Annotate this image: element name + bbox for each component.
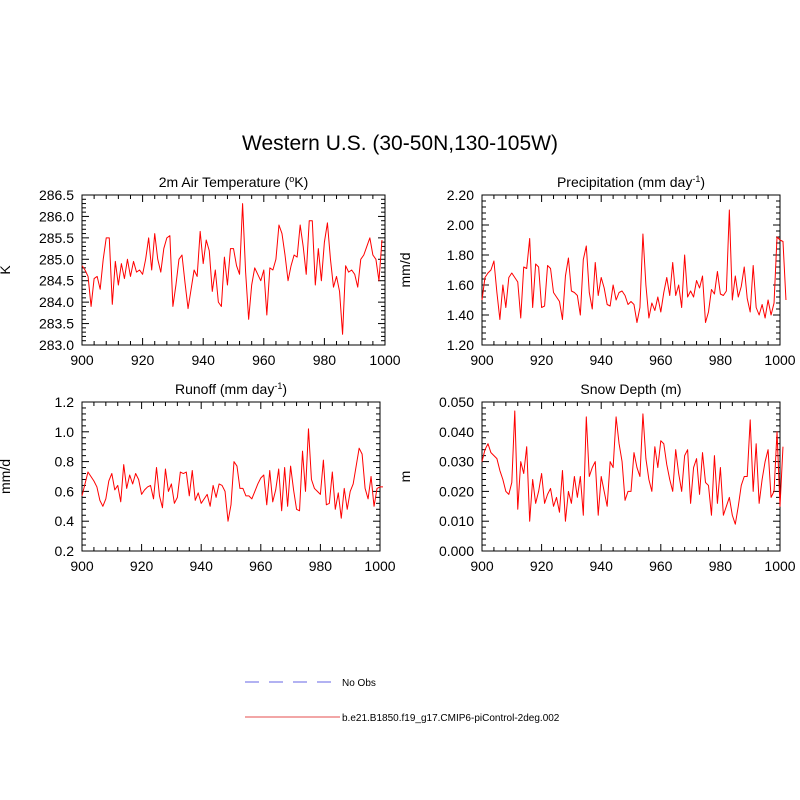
- legend-item-1: No Obs: [245, 678, 376, 689]
- y-tick-label: 0.4: [55, 513, 75, 529]
- y-tick-label: 286.0: [39, 208, 74, 224]
- y-axis-label: mm/d: [397, 253, 413, 288]
- y-tick-label: 1.2: [55, 394, 75, 410]
- y-axis-label: K: [0, 265, 13, 275]
- plot-frame: [481, 401, 781, 552]
- panel-title-suffix: K): [294, 174, 308, 190]
- y-tick-label: 283.5: [39, 316, 74, 332]
- x-tick-label: 920: [131, 352, 155, 368]
- x-tick-label: 900: [470, 352, 494, 368]
- plot-frame: [481, 194, 781, 346]
- x-tick-label: 940: [590, 352, 614, 368]
- panel-title-text: Precipitation (mm day: [557, 174, 692, 190]
- chart-panel-2: Precipitation (mm day-1) mm/d 900 920 940 960…: [397, 174, 796, 368]
- legend: No Obs b.e21.B1850.f19_g17.CMIP6-piContro…: [245, 678, 560, 724]
- y-tick-label: 1.20: [447, 337, 474, 353]
- y-tick-label: 284.5: [39, 273, 74, 289]
- y-tick-label: 2.00: [447, 217, 474, 233]
- y-tick-label: 283.0: [39, 337, 74, 353]
- x-tick-label: 960: [649, 558, 673, 574]
- panel-title-superscript: -1: [692, 174, 700, 184]
- chart-panel-4: Snow Depth (m) m 900 920 940 960 980 1000 0.000 0…: [397, 381, 796, 574]
- plot-frame: [81, 194, 386, 346]
- y-tick-label: 0.000: [439, 543, 474, 559]
- x-tick-label: 900: [470, 558, 494, 574]
- panel-title-suffix: ): [700, 174, 705, 190]
- series-line: [481, 410, 784, 525]
- panel-title: 2m Air Temperature (oK): [159, 174, 308, 190]
- y-tick-label: 0.6: [55, 483, 75, 499]
- y-tick-label: 0.040: [439, 424, 474, 440]
- y-tick-label: 0.050: [439, 394, 474, 410]
- panel-title: Runoff (mm day-1): [175, 381, 287, 397]
- y-tick-label: 2.20: [447, 187, 474, 203]
- x-tick-label: 940: [190, 558, 214, 574]
- series-line: [81, 428, 383, 522]
- y-tick-label: 0.030: [439, 454, 474, 470]
- series-line: [81, 203, 383, 335]
- x-tick-label: 920: [530, 558, 554, 574]
- y-tick-label: 1.80: [447, 247, 474, 263]
- x-tick-label: 900: [70, 558, 94, 574]
- chart-panel-1: 2m Air Temperature (oK) K 900 920 940 960 980 1…: [0, 174, 401, 368]
- panel-title: Precipitation (mm day-1): [557, 174, 705, 190]
- x-tick-label: 920: [130, 558, 154, 574]
- legend-label: No Obs: [342, 678, 376, 689]
- y-tick-label: 286.5: [39, 187, 74, 203]
- panel-title-superscript: o: [289, 174, 294, 184]
- x-tick-label: 900: [70, 352, 94, 368]
- y-tick-label: 0.010: [439, 513, 474, 529]
- x-tick-label: 960: [249, 558, 273, 574]
- legend-item-2: b.e21.B1850.f19_g17.CMIP6-piControl-2deg…: [245, 713, 560, 724]
- x-tick-label: 980: [709, 352, 733, 368]
- y-tick-label: 0.2: [55, 543, 75, 559]
- x-tick-label: 1000: [369, 352, 400, 368]
- x-tick-label: 980: [709, 558, 733, 574]
- y-axis-label: mm/d: [0, 459, 13, 494]
- panels: 2m Air Temperature (oK) K 900 920 940 960 980 1…: [0, 174, 796, 574]
- series-line: [481, 209, 787, 323]
- y-tick-label: 0.8: [55, 454, 75, 470]
- x-tick-label: 1000: [364, 558, 395, 574]
- x-tick-label: 920: [530, 352, 554, 368]
- panel-title-suffix: ): [282, 381, 287, 397]
- legend-label: b.e21.B1850.f19_g17.CMIP6-piControl-2deg…: [342, 713, 560, 724]
- y-tick-label: 1.0: [55, 424, 75, 440]
- y-tick-label: 285.0: [39, 251, 74, 267]
- x-tick-label: 960: [649, 352, 673, 368]
- y-tick-label: 1.40: [447, 307, 474, 323]
- y-tick-label: 1.60: [447, 277, 474, 293]
- y-tick-label: 285.5: [39, 230, 74, 246]
- x-tick-label: 980: [313, 352, 337, 368]
- x-tick-label: 1000: [764, 352, 795, 368]
- panel-title-text: Runoff (mm day: [175, 381, 274, 397]
- panel-title-text: 2m Air Temperature (: [159, 174, 290, 190]
- y-tick-label: 284.0: [39, 294, 74, 310]
- x-tick-label: 960: [252, 352, 276, 368]
- y-axis-label: m: [397, 471, 413, 483]
- y-tick-label: 0.020: [439, 483, 474, 499]
- panel-title-superscript: -1: [274, 381, 282, 391]
- x-tick-label: 940: [192, 352, 216, 368]
- panel-title: Snow Depth (m): [580, 381, 681, 397]
- chart-panel-3: Runoff (mm day-1) mm/d 900 920 940 960 980 1000…: [0, 381, 396, 574]
- x-tick-label: 940: [590, 558, 614, 574]
- panel-title-text: Snow Depth (m): [580, 381, 681, 397]
- x-tick-label: 1000: [764, 558, 795, 574]
- page-title: Western U.S. (30-50N,130-105W): [242, 132, 558, 155]
- x-tick-label: 980: [309, 558, 333, 574]
- plot-frame: [81, 401, 381, 552]
